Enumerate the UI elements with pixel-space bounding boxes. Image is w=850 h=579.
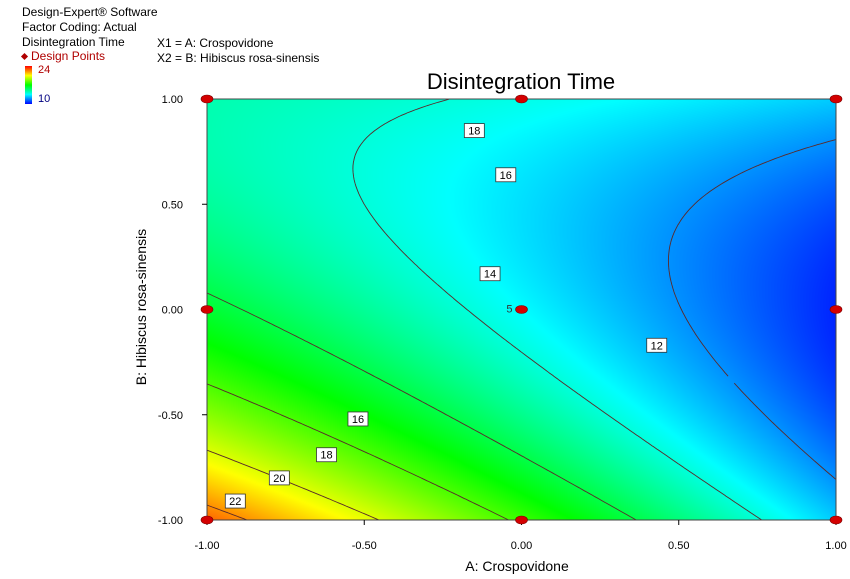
x-tick-label: -1.00 [194,540,219,552]
x-tick-label: 0.00 [511,540,532,552]
x1-definition: X1 = A: Crospovidone [157,36,274,50]
contour-label: 16 [495,167,517,183]
design-point [515,94,528,104]
contour-line-12 [667,139,836,480]
x-axis-label: A: Crospovidone [465,558,569,574]
design-points: 5 [200,94,843,525]
contour-line-14 [352,99,762,520]
x-tick-label: 1.00 [825,540,846,552]
y-tick-label: 0.50 [162,199,183,211]
contour-label-box [495,167,517,183]
design-points-legend: Design Points [20,49,105,64]
x-tick-label: -0.50 [352,540,377,552]
contour-label: 12 [646,337,668,353]
design-point [515,305,528,314]
y-tick-label: -1.00 [158,515,183,527]
contour-label-text: 20 [273,473,285,485]
design-point [829,515,843,525]
contour-label-text: 14 [484,269,496,281]
design-point [829,94,843,104]
contour-line-18 [207,383,509,520]
design-point [200,305,214,314]
contour-label-box [268,470,290,486]
x-tick-label: 0.50 [668,540,689,552]
contour-label: 22 [224,493,246,509]
design-point [200,515,214,525]
contour-label-text: 16 [352,414,364,426]
contour-label-text: 12 [651,340,663,352]
software-name: Design-Expert® Software [22,5,158,19]
contour-line-22 [207,504,248,520]
response-name: Disintegration Time [22,35,125,49]
y-axis-label: B: Hibiscus rosa-sinensis [133,229,149,385]
contour-label: 14 [479,266,501,282]
contour-label-box [479,266,501,282]
contour-label-text: 18 [320,450,332,462]
contour-label-box [463,123,485,138]
contour-label: 16 [347,411,369,427]
design-point [829,305,843,314]
contour-line-16 [207,292,637,520]
legend-low-value: 10 [38,93,51,105]
factor-coding: Factor Coding: Actual [22,20,137,34]
contour-label-box [646,337,668,353]
design-points-label: Design Points [31,49,106,63]
design-point [200,94,214,104]
contour-label-text: 18 [468,126,480,138]
axis-ticks: -1.00 -0.50 0.00 0.50 1.00 1.00 0.50 0.00 -0.50 -… [158,94,847,552]
contour-label-text: 16 [500,170,512,182]
contour-label: 18 [463,123,485,138]
design-point [515,515,528,525]
y-tick-label: -0.50 [158,410,183,422]
x2-definition: X2 = B: Hibiscus rosa-sinensis [157,51,320,65]
contour-label-box [224,493,246,509]
contour-label-text: 22 [229,496,241,508]
chart-title: Disintegration Time [427,69,615,94]
color-scale-bar [25,66,32,104]
contour-labels: 18 16 14 12 16 18 20 22 [224,123,668,509]
legend-high-value: 24 [38,64,51,76]
design-point-count: 5 [506,304,512,316]
contour-label-box [316,447,337,463]
y-tick-label: 1.00 [162,94,183,106]
contour-label: 20 [268,470,290,486]
contour-label: 18 [316,447,337,463]
y-tick-label: 0.00 [162,305,183,317]
contour-label-box [347,411,369,427]
